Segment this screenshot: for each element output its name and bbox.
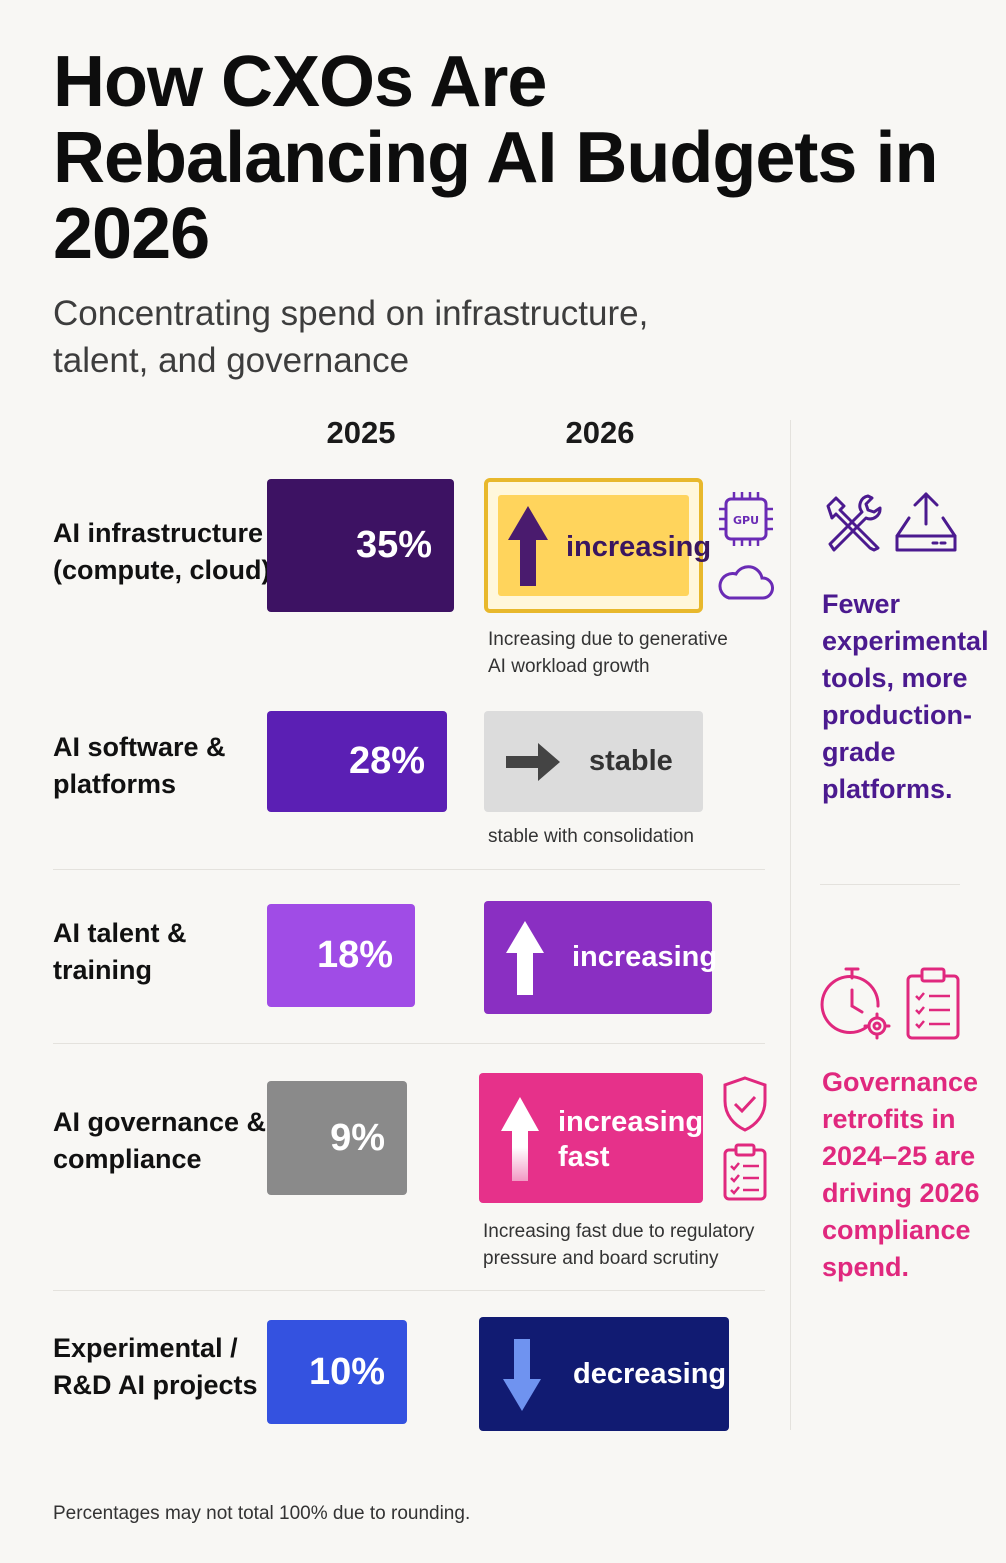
deploy-upload-icon: [895, 492, 957, 552]
trend-box-2026: increasing: [484, 901, 717, 1014]
row-divider: [53, 869, 765, 870]
row-label-line: AI governance &: [53, 1107, 267, 1137]
row-label-infrastructure: AI infrastructure (compute, cloud): [53, 515, 271, 589]
row-label-line: Experimental /: [53, 1333, 238, 1363]
side-note-platforms: Fewer experimental tools, more productio…: [822, 586, 992, 808]
arrow-up-icon: [506, 921, 544, 995]
note-line: Increasing due to generative: [488, 629, 728, 650]
value-bar-2025: 28%: [267, 711, 447, 812]
trend-label: increasing: [566, 531, 712, 563]
footnote: Percentages may not total 100% due to ro…: [53, 1503, 471, 1524]
note-line: pressure and board scrutiny: [483, 1248, 719, 1269]
trend-label: increasing fast: [558, 1105, 703, 1175]
shield-check-icon: [723, 1076, 767, 1132]
trend-box-2026: increasing fast: [479, 1073, 703, 1203]
value-bar-2025: 10%: [267, 1320, 407, 1424]
side-note-line: 2024–25 are: [822, 1141, 976, 1171]
row-label-line: AI talent &: [53, 918, 187, 948]
arrow-down-icon: [503, 1339, 541, 1411]
row-label-line: AI software &: [53, 732, 226, 762]
side-divider: [820, 884, 960, 885]
side-note-line: tools, more: [822, 663, 968, 693]
side-note-line: grade: [822, 737, 896, 767]
arrow-up-icon: [508, 506, 548, 586]
side-note-line: experimental: [822, 626, 989, 656]
tools-icon: [826, 494, 882, 552]
row-label-governance: AI governance & compliance: [53, 1104, 266, 1178]
row-label-line: R&D AI projects: [53, 1370, 258, 1400]
value-bar-2025: 18%: [267, 904, 415, 1007]
side-note-governance: Governance retrofits in 2024–25 are driv…: [822, 1064, 992, 1286]
side-note-line: spend.: [822, 1252, 910, 1282]
row-label-line: (compute, cloud): [53, 555, 271, 585]
side-note-line: platforms.: [822, 774, 953, 804]
trend-label: stable: [589, 745, 673, 777]
value-bar-2025: 35%: [267, 479, 454, 612]
page-title: How CXOs Are Rebalancing AI Budgets in 2…: [53, 42, 938, 274]
clipboard-checklist-icon: [723, 1143, 767, 1201]
column-header-2026: 2026: [565, 415, 635, 450]
arrow-up-icon: [501, 1097, 539, 1181]
side-note-line: compliance: [822, 1215, 971, 1245]
row-label-line: AI infrastructure: [53, 518, 264, 548]
column-header-2025: 2025: [326, 415, 396, 450]
trend-note: Increasing fast due to regulatory pressu…: [483, 1218, 754, 1272]
clipboard-checklist-icon: [906, 967, 960, 1040]
row-label-experimental: Experimental / R&D AI projects: [53, 1330, 258, 1404]
side-note-line: retrofits in: [822, 1104, 956, 1134]
row-divider: [53, 1290, 765, 1291]
side-note-line: production-: [822, 700, 972, 730]
value-bar-2025: 9%: [267, 1081, 407, 1195]
arrow-right-icon: [506, 743, 560, 781]
trend-label: increasing: [572, 941, 718, 973]
stopwatch-gear-icon: [820, 967, 891, 1040]
side-note-line: Fewer: [822, 589, 901, 619]
trend-label-line: fast: [558, 1141, 610, 1173]
cloud-icon: [718, 565, 774, 600]
trend-box-2026: decreasing: [479, 1317, 729, 1431]
row-label-line: platforms: [53, 769, 177, 799]
note-line: AI workload growth: [488, 656, 650, 677]
trend-label: decreasing: [573, 1358, 727, 1390]
trend-note: stable with consolidation: [488, 826, 694, 847]
row-label-line: compliance: [53, 1144, 202, 1174]
row-divider: [53, 1043, 765, 1044]
note-line: Increasing fast due to regulatory: [483, 1221, 755, 1242]
side-note-line: driving 2026: [822, 1178, 980, 1208]
row-label-software: AI software & platforms: [53, 729, 226, 803]
svg-text:GPU: GPU: [733, 514, 759, 527]
trend-label-line: increasing: [558, 1106, 704, 1138]
trend-box-2026: increasing: [484, 478, 711, 613]
trend-box-2026: stable: [484, 711, 703, 812]
row-label-line: training: [53, 955, 152, 985]
trend-note: Increasing due to generative AI workload…: [488, 626, 728, 680]
page-subtitle: Concentrating spend on infrastructure, t…: [53, 294, 649, 380]
gpu-chip-icon: GPU: [719, 492, 773, 546]
row-label-talent: AI talent & training: [53, 915, 187, 989]
vertical-divider: [790, 420, 791, 1430]
side-note-line: Governance: [822, 1067, 979, 1097]
